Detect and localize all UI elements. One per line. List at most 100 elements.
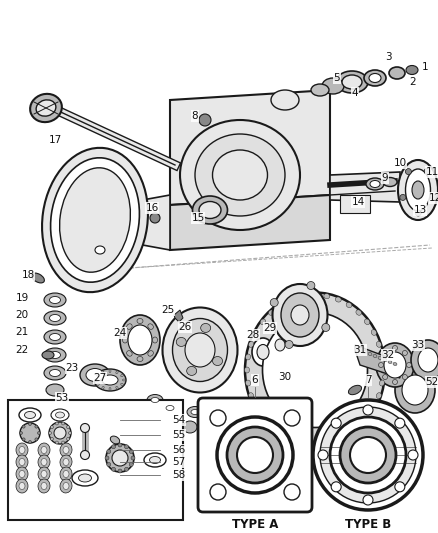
Ellipse shape — [257, 344, 269, 359]
Ellipse shape — [28, 423, 32, 425]
Ellipse shape — [16, 467, 28, 481]
Text: 56: 56 — [172, 445, 185, 455]
Text: 13: 13 — [413, 205, 427, 215]
Ellipse shape — [44, 311, 66, 325]
Text: 14: 14 — [351, 197, 364, 207]
Text: 4: 4 — [352, 88, 358, 98]
Text: TYPE B: TYPE B — [345, 519, 391, 531]
Ellipse shape — [16, 455, 28, 469]
Ellipse shape — [129, 449, 133, 454]
Ellipse shape — [356, 310, 361, 315]
Ellipse shape — [19, 447, 25, 454]
Text: 54: 54 — [172, 415, 185, 425]
Ellipse shape — [376, 343, 414, 387]
Ellipse shape — [402, 375, 428, 405]
Ellipse shape — [19, 408, 41, 422]
Ellipse shape — [112, 467, 116, 471]
Ellipse shape — [311, 84, 329, 96]
Ellipse shape — [20, 432, 22, 434]
Circle shape — [408, 450, 418, 460]
Ellipse shape — [371, 405, 377, 410]
Ellipse shape — [19, 471, 25, 478]
Polygon shape — [330, 172, 400, 202]
Polygon shape — [170, 90, 330, 205]
Circle shape — [313, 400, 423, 510]
Ellipse shape — [245, 293, 385, 448]
Ellipse shape — [406, 66, 418, 75]
Circle shape — [331, 418, 341, 428]
Circle shape — [210, 484, 226, 500]
FancyBboxPatch shape — [198, 398, 312, 512]
Text: 11: 11 — [425, 167, 438, 177]
Ellipse shape — [38, 479, 50, 493]
Text: 9: 9 — [381, 173, 389, 183]
Circle shape — [270, 298, 278, 306]
Ellipse shape — [278, 302, 284, 308]
Ellipse shape — [78, 474, 92, 482]
Ellipse shape — [379, 380, 385, 386]
Text: 5: 5 — [334, 73, 340, 83]
Text: 26: 26 — [178, 322, 192, 332]
Ellipse shape — [349, 385, 361, 394]
Text: 15: 15 — [191, 213, 205, 223]
Text: 8: 8 — [192, 111, 198, 121]
Circle shape — [395, 418, 405, 428]
Ellipse shape — [346, 302, 352, 308]
Ellipse shape — [281, 293, 319, 337]
Circle shape — [210, 410, 226, 426]
Polygon shape — [174, 310, 183, 322]
Ellipse shape — [378, 357, 382, 360]
Ellipse shape — [403, 351, 407, 356]
Ellipse shape — [406, 362, 411, 367]
Ellipse shape — [72, 470, 98, 486]
Text: 2: 2 — [410, 77, 416, 87]
Ellipse shape — [144, 453, 166, 467]
Bar — [340, 195, 370, 213]
Ellipse shape — [38, 455, 50, 469]
Circle shape — [322, 324, 330, 332]
Ellipse shape — [128, 325, 152, 355]
Text: 58: 58 — [172, 470, 185, 480]
Ellipse shape — [22, 425, 25, 428]
Circle shape — [199, 114, 211, 126]
Ellipse shape — [403, 375, 407, 379]
Text: 24: 24 — [113, 328, 127, 338]
Ellipse shape — [289, 297, 295, 302]
Ellipse shape — [300, 294, 306, 298]
Ellipse shape — [107, 449, 111, 454]
Ellipse shape — [49, 296, 60, 303]
Ellipse shape — [121, 374, 124, 377]
Ellipse shape — [291, 305, 309, 325]
Ellipse shape — [300, 441, 306, 446]
Ellipse shape — [376, 393, 381, 399]
Ellipse shape — [381, 367, 385, 373]
Text: 18: 18 — [21, 270, 35, 280]
Ellipse shape — [20, 423, 40, 443]
Ellipse shape — [50, 438, 53, 440]
Ellipse shape — [68, 432, 71, 434]
Ellipse shape — [107, 463, 111, 466]
Ellipse shape — [118, 469, 122, 473]
Text: 32: 32 — [381, 350, 395, 360]
Ellipse shape — [248, 393, 254, 399]
Ellipse shape — [137, 319, 143, 324]
Text: 30: 30 — [279, 372, 292, 382]
Ellipse shape — [67, 426, 70, 429]
Ellipse shape — [35, 425, 38, 428]
Ellipse shape — [42, 351, 54, 359]
Polygon shape — [355, 345, 400, 378]
Ellipse shape — [260, 319, 265, 325]
Ellipse shape — [44, 366, 66, 380]
Ellipse shape — [254, 405, 259, 410]
Ellipse shape — [123, 337, 127, 343]
Ellipse shape — [16, 479, 28, 493]
Ellipse shape — [364, 319, 370, 325]
Ellipse shape — [137, 357, 143, 361]
Ellipse shape — [262, 312, 367, 427]
Ellipse shape — [118, 443, 122, 447]
Ellipse shape — [176, 337, 186, 346]
Circle shape — [330, 417, 406, 493]
Text: 17: 17 — [48, 135, 62, 145]
Ellipse shape — [324, 294, 330, 298]
Ellipse shape — [22, 438, 25, 441]
